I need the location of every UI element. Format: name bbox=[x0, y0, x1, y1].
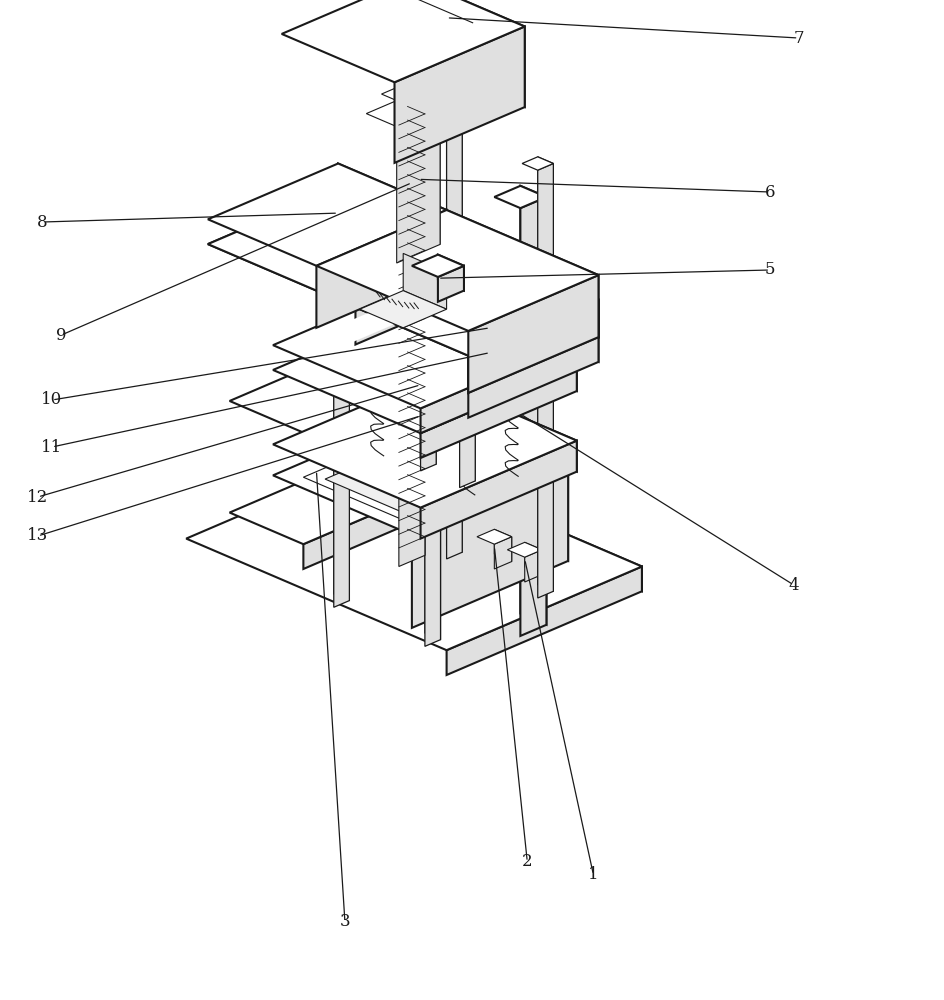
Polygon shape bbox=[381, 455, 641, 591]
Polygon shape bbox=[494, 529, 511, 562]
Polygon shape bbox=[430, 118, 462, 131]
Polygon shape bbox=[229, 464, 415, 544]
Polygon shape bbox=[447, 210, 598, 337]
Polygon shape bbox=[447, 124, 462, 559]
Polygon shape bbox=[412, 255, 464, 277]
Polygon shape bbox=[396, 108, 440, 263]
Polygon shape bbox=[186, 455, 641, 650]
Polygon shape bbox=[420, 352, 436, 464]
Polygon shape bbox=[522, 157, 553, 170]
Polygon shape bbox=[273, 303, 576, 433]
Text: 13: 13 bbox=[27, 528, 48, 544]
Polygon shape bbox=[412, 0, 524, 107]
Polygon shape bbox=[429, 377, 576, 472]
Polygon shape bbox=[420, 366, 576, 458]
Polygon shape bbox=[537, 157, 553, 591]
Polygon shape bbox=[429, 278, 576, 366]
Polygon shape bbox=[281, 0, 524, 82]
Polygon shape bbox=[425, 205, 440, 640]
Polygon shape bbox=[380, 461, 412, 474]
Polygon shape bbox=[520, 197, 546, 636]
Polygon shape bbox=[318, 166, 349, 179]
Text: 10: 10 bbox=[42, 391, 62, 408]
Polygon shape bbox=[396, 445, 448, 468]
Text: 7: 7 bbox=[792, 30, 803, 47]
Polygon shape bbox=[342, 464, 415, 521]
Polygon shape bbox=[316, 390, 429, 550]
Polygon shape bbox=[429, 408, 567, 561]
Polygon shape bbox=[338, 188, 485, 289]
Text: 4: 4 bbox=[787, 576, 799, 593]
Polygon shape bbox=[208, 164, 447, 266]
Polygon shape bbox=[420, 341, 576, 433]
Text: 3: 3 bbox=[339, 913, 350, 930]
Polygon shape bbox=[485, 252, 598, 362]
Polygon shape bbox=[333, 166, 349, 601]
Polygon shape bbox=[366, 95, 440, 127]
Polygon shape bbox=[360, 291, 447, 328]
Polygon shape bbox=[316, 210, 598, 331]
Polygon shape bbox=[444, 369, 475, 382]
Polygon shape bbox=[437, 266, 464, 302]
Polygon shape bbox=[373, 447, 480, 493]
Polygon shape bbox=[420, 441, 576, 539]
Text: 5: 5 bbox=[764, 261, 775, 278]
Polygon shape bbox=[381, 83, 425, 102]
Polygon shape bbox=[303, 496, 415, 569]
Polygon shape bbox=[459, 369, 475, 481]
Polygon shape bbox=[507, 542, 542, 557]
Polygon shape bbox=[468, 275, 598, 393]
Polygon shape bbox=[355, 252, 598, 356]
Polygon shape bbox=[409, 205, 440, 219]
Text: 2: 2 bbox=[521, 853, 532, 870]
Polygon shape bbox=[494, 537, 511, 569]
Text: 8: 8 bbox=[37, 214, 48, 231]
Polygon shape bbox=[447, 566, 641, 675]
Polygon shape bbox=[537, 164, 553, 598]
Polygon shape bbox=[338, 188, 598, 337]
Polygon shape bbox=[403, 253, 447, 309]
Polygon shape bbox=[303, 421, 537, 522]
Polygon shape bbox=[360, 442, 494, 500]
Polygon shape bbox=[273, 278, 576, 408]
Polygon shape bbox=[520, 186, 546, 625]
Polygon shape bbox=[429, 303, 576, 391]
Polygon shape bbox=[405, 352, 436, 365]
Polygon shape bbox=[398, 90, 425, 566]
Polygon shape bbox=[229, 353, 429, 438]
Polygon shape bbox=[316, 210, 447, 328]
Polygon shape bbox=[524, 542, 542, 575]
Polygon shape bbox=[477, 529, 511, 544]
Polygon shape bbox=[320, 274, 485, 345]
Polygon shape bbox=[412, 468, 567, 628]
Polygon shape bbox=[437, 255, 464, 291]
Polygon shape bbox=[273, 408, 567, 535]
Polygon shape bbox=[447, 118, 462, 552]
Polygon shape bbox=[355, 252, 485, 345]
Text: 9: 9 bbox=[56, 326, 67, 344]
Polygon shape bbox=[468, 300, 598, 418]
Text: 6: 6 bbox=[764, 184, 775, 201]
Polygon shape bbox=[425, 212, 440, 646]
Text: 12: 12 bbox=[27, 488, 48, 506]
Polygon shape bbox=[394, 26, 524, 163]
Polygon shape bbox=[524, 550, 542, 582]
Polygon shape bbox=[273, 377, 576, 508]
Polygon shape bbox=[338, 164, 447, 272]
Polygon shape bbox=[325, 431, 520, 514]
Polygon shape bbox=[208, 188, 598, 356]
Polygon shape bbox=[342, 353, 429, 501]
Polygon shape bbox=[410, 95, 440, 244]
Polygon shape bbox=[333, 173, 349, 607]
Polygon shape bbox=[420, 359, 436, 471]
Text: 1: 1 bbox=[587, 866, 598, 884]
Polygon shape bbox=[494, 186, 546, 208]
Text: 11: 11 bbox=[42, 438, 62, 456]
Polygon shape bbox=[208, 188, 485, 307]
Polygon shape bbox=[468, 300, 598, 393]
Polygon shape bbox=[459, 376, 475, 488]
Polygon shape bbox=[407, 83, 425, 555]
